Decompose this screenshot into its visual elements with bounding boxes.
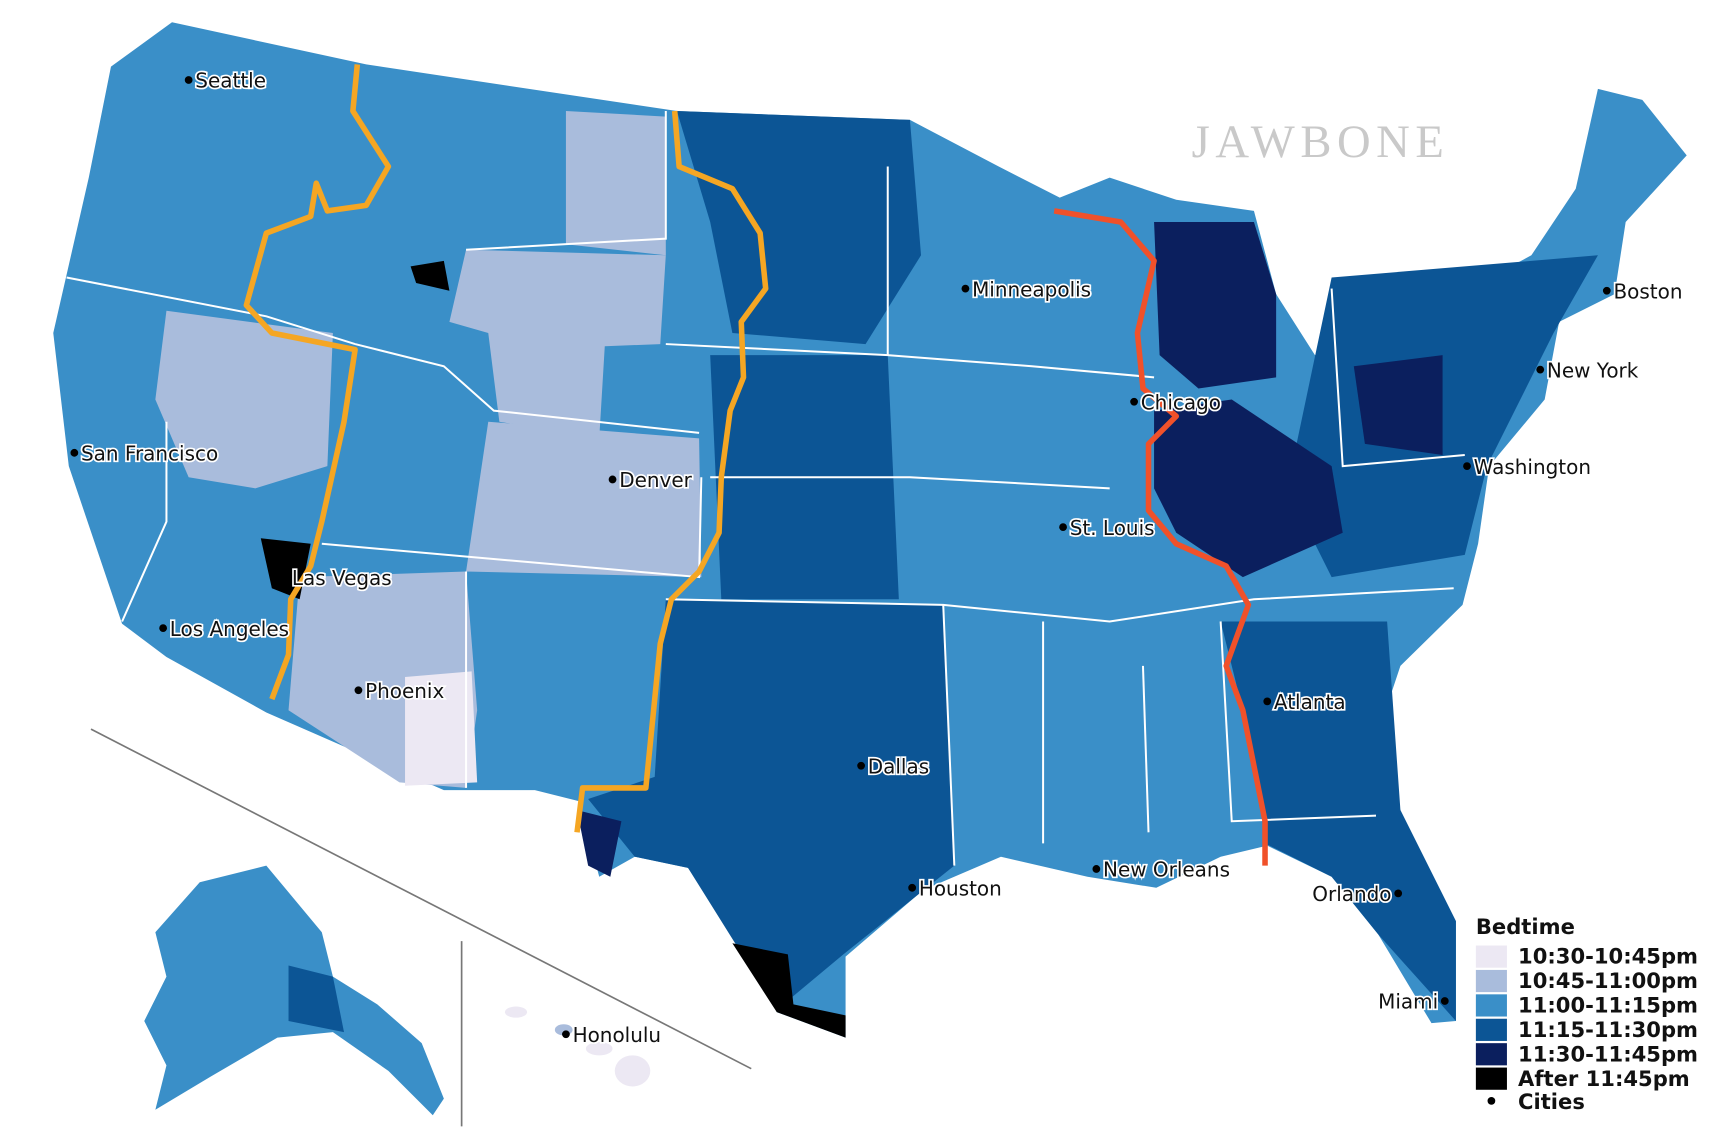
region-light <box>565 111 666 256</box>
city-dot <box>354 686 363 695</box>
legend-swatch <box>1475 994 1507 1017</box>
city-dot <box>608 475 617 484</box>
region-black <box>732 943 846 1038</box>
city-dot <box>1059 523 1067 532</box>
city-dot <box>562 1030 570 1039</box>
legend-swatch <box>1475 1018 1507 1041</box>
region-light <box>449 249 666 439</box>
legend-swatch <box>1475 969 1507 993</box>
region-black <box>410 260 450 291</box>
city-dot <box>1130 397 1138 406</box>
city-dot <box>1602 286 1611 295</box>
city-dot <box>857 761 865 770</box>
city-label: Dallas <box>868 754 929 778</box>
legend-swatch <box>1475 1067 1507 1090</box>
region-lightest <box>405 671 478 786</box>
city-label: Atlanta <box>1274 690 1346 714</box>
city-dot <box>184 76 193 84</box>
city-label: Miami <box>1378 990 1438 1014</box>
city-label: Washington <box>1474 455 1591 479</box>
city-label: Los Angeles <box>170 617 289 641</box>
city-dot <box>1463 462 1471 471</box>
region-dark <box>1154 399 1343 578</box>
city-label: Orlando <box>1312 882 1391 906</box>
region-dark <box>1353 355 1443 456</box>
legend-swatch <box>1475 1043 1507 1066</box>
island <box>585 1042 613 1056</box>
city-label: Denver <box>619 468 692 492</box>
city-dot <box>281 573 290 581</box>
city-dot <box>1092 865 1101 873</box>
city-label: Chicago <box>1141 390 1221 414</box>
legend: Bedtime 10:30-10:45pm10:45-11:00pm11:00-… <box>1475 914 1698 1114</box>
city-dot <box>1536 365 1545 374</box>
city-dot <box>908 883 917 892</box>
region-mid <box>588 599 955 1010</box>
city-dot <box>159 624 168 633</box>
legend-label: 11:00-11:15pm <box>1518 993 1698 1018</box>
region-mid <box>676 111 922 345</box>
city-label: Las Vegas <box>292 566 392 590</box>
legend-label: After 11:45pm <box>1518 1066 1690 1091</box>
city-label: Houston <box>919 877 1002 901</box>
legend-city-dot <box>1487 1096 1496 1105</box>
inset-divider <box>90 728 752 1070</box>
city-label: New Orleans <box>1103 858 1230 882</box>
city-dot <box>1263 697 1272 706</box>
legend-swatch <box>1475 945 1507 968</box>
island <box>614 1055 651 1087</box>
city-dot <box>961 284 970 293</box>
central-eastern-boundary <box>1053 208 1268 866</box>
city-label: St. Louis <box>1070 516 1155 540</box>
alaska-region <box>288 965 344 1033</box>
legend-label: 10:45-11:00pm <box>1518 968 1698 993</box>
legend-label: 11:30-11:45pm <box>1518 1041 1698 1066</box>
legend-label: Cities <box>1518 1089 1585 1114</box>
alaska <box>144 865 444 1116</box>
city-dot <box>1394 889 1403 898</box>
city-label: Boston <box>1613 280 1682 304</box>
city-label: New York <box>1547 358 1639 382</box>
legend-label: 11:15-11:30pm <box>1518 1017 1698 1042</box>
city-dot <box>1440 997 1449 1005</box>
region-light <box>155 310 333 489</box>
state-lines <box>66 111 1465 866</box>
city-label: Phoenix <box>365 679 444 703</box>
region-light <box>466 421 702 578</box>
island <box>504 1006 528 1018</box>
legend-title: Bedtime <box>1476 914 1575 939</box>
city-label: Honolulu <box>573 1023 662 1047</box>
region-dark <box>577 810 622 877</box>
cities: Seattle San Francisco Los Angeles Las Vegas… <box>70 67 1684 1049</box>
watermark: JAWBONE <box>1192 116 1450 168</box>
city-label: San Francisco <box>81 442 218 466</box>
mountain-central-boundary <box>574 110 769 833</box>
city-dot <box>70 448 79 457</box>
contiguous-us <box>53 22 1687 1038</box>
city-label: Seattle <box>195 69 266 93</box>
city-label: Minneapolis <box>972 277 1091 301</box>
legend-label: 10:30-10:45pm <box>1518 944 1698 969</box>
region-mid <box>1220 621 1456 1021</box>
region-dark <box>1154 222 1277 389</box>
pacific-mountain-boundary <box>243 64 392 701</box>
